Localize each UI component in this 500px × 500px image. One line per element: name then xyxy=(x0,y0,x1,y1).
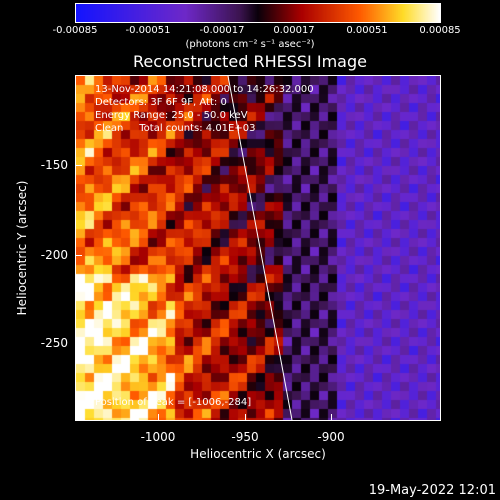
y-tick-mark xyxy=(76,255,82,256)
y-tick-label: -250 xyxy=(40,336,68,350)
peak-position: Position of Peak = [-1006,-284] xyxy=(95,397,252,408)
x-tick-mark xyxy=(245,414,246,420)
y-tick-label: -150 xyxy=(40,158,68,172)
info-counts: Clean Total counts: 4.01E+03 xyxy=(95,123,256,134)
info-time: 13-Nov-2014 14:21:08.000 to 14:26:32.000 xyxy=(95,84,314,95)
y-axis-label: Heliocentric Y (arcsec) xyxy=(15,180,29,316)
colorbar-tick: -0.00017 xyxy=(199,25,245,36)
x-tick-label: -950 xyxy=(231,430,259,444)
colorbar-tick: 0.00051 xyxy=(346,25,388,36)
x-tick-label: -1000 xyxy=(140,430,176,444)
colorbar xyxy=(75,3,441,23)
colorbar-tick: 0.00085 xyxy=(419,25,461,36)
colorbar-tick: 0.00017 xyxy=(273,25,315,36)
image-title: Reconstructed RHESSI Image xyxy=(133,52,367,71)
heatmap-image xyxy=(76,76,440,420)
y-tick-mark xyxy=(76,165,82,166)
x-tick-mark xyxy=(158,414,159,420)
date-stamp: 19-May-2022 12:01 xyxy=(368,483,496,498)
y-tick-label: -200 xyxy=(40,248,68,262)
image-plot xyxy=(75,75,441,421)
x-tick-mark xyxy=(331,414,332,420)
colorbar-unit: (photons cm⁻² s⁻¹ asec⁻²) xyxy=(185,39,315,50)
info-energy: Energy Range: 25.0 - 50.0 keV xyxy=(95,110,248,121)
x-tick-label: -900 xyxy=(317,430,345,444)
colorbar-tick: -0.00051 xyxy=(125,25,171,36)
limb-line xyxy=(227,76,293,420)
info-detectors: Detectors: 3F 6F 9F, Att: 0 xyxy=(95,97,227,108)
y-tick-mark xyxy=(76,343,82,344)
colorbar-tick: -0.00085 xyxy=(52,25,98,36)
x-axis-label: Heliocentric X (arcsec) xyxy=(190,447,326,461)
